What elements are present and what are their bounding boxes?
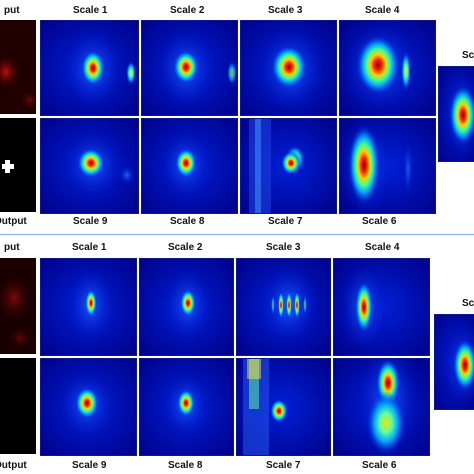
output-label-b: Output <box>0 460 27 471</box>
input-label-a: put <box>4 5 20 16</box>
output-image-a <box>0 118 36 212</box>
label-a-scale-2: Scale 2 <box>170 5 205 16</box>
heatmap-b-scale-6 <box>333 358 430 456</box>
heatmap-a-scale-4 <box>339 20 436 116</box>
side-label-b: Sc <box>462 298 474 309</box>
figure-divider <box>0 234 474 235</box>
output-image-b <box>0 358 36 454</box>
label-b-scale-7: Scale 7 <box>266 460 301 471</box>
heatmap-b-scale-2 <box>139 258 234 356</box>
heatmap-b-side <box>434 314 474 410</box>
heatmap-b-scale-3 <box>236 258 331 356</box>
heatmap-b-scale-9 <box>40 358 137 456</box>
heatmap-a-scale-7 <box>240 118 337 214</box>
label-a-scale-4: Scale 4 <box>365 5 400 16</box>
label-b-scale-4: Scale 4 <box>365 242 400 253</box>
label-b-scale-3: Scale 3 <box>266 242 301 253</box>
label-a-scale-6: Scale 6 <box>362 216 397 227</box>
input-image-a <box>0 20 36 114</box>
label-a-scale-8: Scale 8 <box>170 216 205 227</box>
input-label-b: put <box>4 242 20 253</box>
heatmap-a-scale-6 <box>339 118 436 214</box>
heatmap-b-scale-1 <box>40 258 137 356</box>
input-image-b <box>0 258 36 354</box>
side-label-a: Sc <box>462 50 474 61</box>
label-b-scale-2: Scale 2 <box>168 242 203 253</box>
label-b-scale-9: Scale 9 <box>72 460 107 471</box>
heatmap-a-side <box>438 66 474 162</box>
heatmap-b-scale-7 <box>236 358 331 456</box>
heatmap-a-scale-3 <box>240 20 337 116</box>
heatmap-a-scale-1 <box>40 20 139 116</box>
heatmap-a-scale-8 <box>141 118 238 214</box>
label-a-scale-9: Scale 9 <box>73 216 108 227</box>
label-b-scale-8: Scale 8 <box>168 460 203 471</box>
heatmap-a-scale-2 <box>141 20 238 116</box>
label-b-scale-6: Scale 6 <box>362 460 397 471</box>
output-label-a: Output <box>0 216 27 227</box>
label-b-scale-1: Scale 1 <box>72 242 107 253</box>
heatmap-b-scale-4 <box>333 258 430 356</box>
label-a-scale-1: Scale 1 <box>73 5 108 16</box>
heatmap-a-scale-9 <box>40 118 139 214</box>
label-a-scale-7: Scale 7 <box>268 216 303 227</box>
heatmap-b-scale-8 <box>139 358 234 456</box>
label-a-scale-3: Scale 3 <box>268 5 303 16</box>
